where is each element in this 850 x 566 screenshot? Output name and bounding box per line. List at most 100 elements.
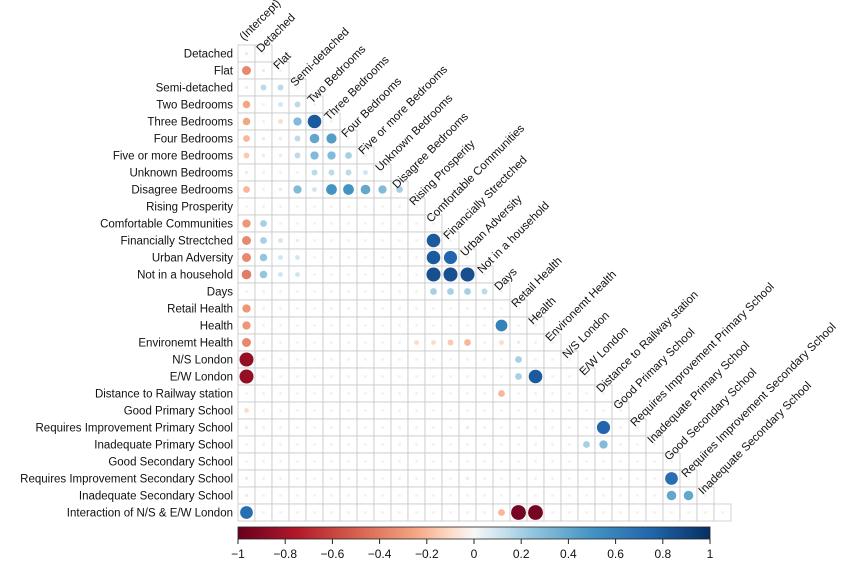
correlation-point — [364, 307, 367, 310]
correlation-point — [432, 443, 435, 446]
correlation-point — [466, 324, 469, 327]
correlation-point — [466, 460, 469, 463]
correlation-point — [528, 505, 543, 520]
correlation-point — [460, 267, 475, 282]
correlation-point — [364, 273, 367, 276]
correlation-point — [330, 494, 333, 497]
correlation-point — [653, 477, 656, 480]
correlation-point — [279, 392, 282, 395]
correlation-point — [636, 460, 639, 463]
correlation-point — [670, 511, 673, 514]
correlation-point — [568, 409, 571, 412]
correlation-point — [500, 375, 503, 378]
correlation-point — [500, 477, 503, 480]
correlation-point — [515, 373, 522, 380]
correlation-point — [296, 358, 299, 361]
correlation-point — [483, 409, 486, 412]
correlation-point — [653, 443, 656, 446]
correlation-point — [551, 460, 554, 463]
correlation-point — [636, 477, 639, 480]
correlation-point — [398, 375, 401, 378]
correlation-point — [415, 205, 418, 208]
correlation-point — [279, 341, 282, 344]
correlation-point — [347, 205, 350, 208]
correlation-point — [415, 392, 418, 395]
correlation-point — [568, 443, 571, 446]
correlation-point — [278, 272, 283, 277]
correlation-point — [449, 392, 452, 395]
correlation-point — [599, 440, 608, 449]
correlation-point — [313, 103, 316, 106]
correlation-point — [568, 494, 571, 497]
correlation-point — [347, 137, 350, 140]
correlation-point — [517, 409, 520, 412]
correlation-point — [398, 256, 401, 259]
correlation-point — [364, 460, 367, 463]
correlation-point — [262, 52, 265, 55]
correlation-point — [585, 426, 588, 429]
correlation-point — [449, 239, 452, 242]
correlation-point — [347, 460, 350, 463]
correlation-point — [347, 477, 350, 480]
correlation-point — [619, 477, 622, 480]
correlation-point — [245, 392, 248, 395]
correlation-point — [347, 443, 350, 446]
row-label: Good Secondary School — [108, 457, 233, 469]
correlation-point — [296, 222, 299, 225]
correlation-point — [585, 392, 588, 395]
correlation-point — [398, 341, 401, 344]
correlation-point — [381, 443, 384, 446]
correlation-point — [449, 324, 452, 327]
correlation-point — [466, 409, 469, 412]
correlation-point — [636, 494, 639, 497]
correlation-point — [449, 511, 452, 514]
correlation-point — [347, 511, 350, 514]
correlation-point — [296, 477, 299, 480]
row-labels: Detached Flat Semi-detached Two Bedrooms Thr… — [20, 49, 234, 520]
correlation-point — [364, 154, 367, 157]
correlation-point — [364, 256, 367, 259]
correlation-point — [279, 375, 282, 378]
correlation-point — [242, 321, 251, 330]
correlation-point — [313, 222, 316, 225]
correlation-point — [414, 340, 419, 345]
correlation-point — [245, 205, 248, 208]
correlation-point — [347, 273, 350, 276]
correlation-point — [551, 392, 554, 395]
row-label: Three Bedrooms — [147, 117, 233, 129]
correlation-point — [313, 205, 316, 208]
row-label: Inadequate Primary School — [94, 440, 233, 452]
correlation-point — [516, 340, 521, 345]
correlation-point — [313, 375, 316, 378]
correlation-point — [381, 511, 384, 514]
correlation-point — [313, 494, 316, 497]
correlation-point — [398, 511, 401, 514]
correlation-point — [242, 304, 251, 313]
correlation-point — [242, 219, 251, 228]
correlation-point — [381, 273, 384, 276]
correlation-point — [330, 307, 333, 310]
correlation-point — [363, 170, 368, 175]
correlation-point — [551, 443, 554, 446]
correlation-point — [313, 358, 316, 361]
row-label: Comfortable Communities — [100, 219, 233, 231]
correlation-point — [551, 477, 554, 480]
correlation-point — [528, 369, 543, 384]
correlation-point — [364, 324, 367, 327]
correlation-point — [398, 273, 401, 276]
row-label: Four Bedrooms — [154, 134, 234, 146]
correlation-point — [244, 170, 249, 175]
correlation-point — [295, 272, 300, 277]
correlation-point — [245, 290, 248, 293]
correlation-point — [279, 443, 282, 446]
correlation-point — [242, 100, 251, 109]
correlation-point — [466, 256, 469, 259]
row-label: Two Bedrooms — [156, 100, 233, 112]
correlation-point — [534, 443, 537, 446]
correlation-point — [245, 443, 248, 446]
correlation-point — [326, 184, 337, 195]
correlation-point — [326, 133, 337, 144]
colorbar: −1 −0.8 −0.6 −0.4 −0.2 0 0.2 0.4 0.6 0.8 1 — [231, 526, 714, 561]
correlation-point — [483, 443, 486, 446]
correlation-point — [398, 290, 401, 293]
